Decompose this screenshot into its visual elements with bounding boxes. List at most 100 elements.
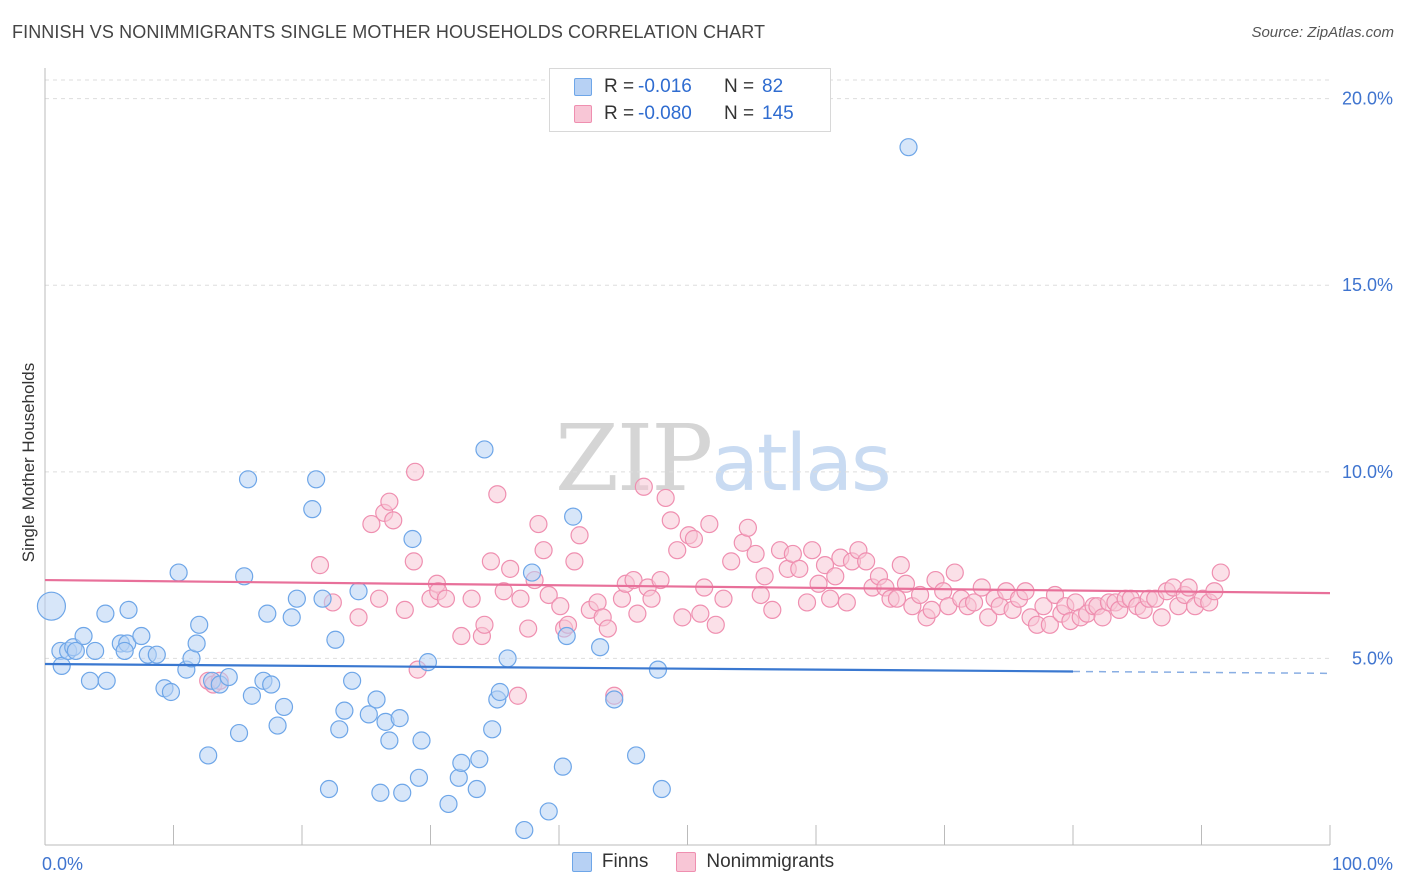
nonimmigrants-point xyxy=(570,526,589,545)
finns-point xyxy=(258,604,277,623)
finns-r-value: -0.016 xyxy=(638,76,692,97)
y-tick-label: 20.0% xyxy=(1342,89,1393,109)
finns-point xyxy=(605,690,624,709)
nonimmigrants-point xyxy=(815,556,835,575)
finns-point xyxy=(349,582,368,601)
finns-trend-extension xyxy=(1072,670,1331,675)
finns-n-value: 82 xyxy=(762,76,784,97)
finns-point xyxy=(187,634,206,653)
nonimmigrants-point xyxy=(565,552,584,571)
finns-legend-swatch xyxy=(571,852,592,872)
nonimmigrants-point xyxy=(755,567,774,586)
nonimmigrants-point xyxy=(684,529,704,549)
nonimmigrants-point xyxy=(700,514,719,534)
nonimmigrants-point xyxy=(751,585,770,605)
nonimmigrants-point xyxy=(534,541,553,560)
nonimmigrants-point xyxy=(628,604,647,623)
finns-trend-line xyxy=(44,662,1074,673)
nonimmigrants-point xyxy=(1016,582,1035,601)
nonimmigrants-point xyxy=(404,552,423,571)
finns-point xyxy=(262,675,281,694)
finns-point xyxy=(652,779,671,799)
finns-point xyxy=(319,779,339,799)
nonimmigrants-point xyxy=(624,570,643,590)
finns-point xyxy=(330,720,349,739)
nonimmigrants-point xyxy=(370,589,389,608)
finns-point xyxy=(282,608,301,627)
nonimmigrants-point xyxy=(891,556,910,575)
x-tick-label: 100.0% xyxy=(1332,854,1393,874)
finns-point xyxy=(80,671,100,690)
finns-point xyxy=(498,649,517,668)
finns-point xyxy=(403,529,422,549)
finns-point xyxy=(303,500,322,519)
chart-title: FINNISH VS NONIMMIGRANTS SINGLE MOTHER H… xyxy=(12,22,766,42)
finns-point xyxy=(190,615,209,634)
finns-point xyxy=(229,723,249,743)
finns-point xyxy=(899,138,918,157)
finns-point xyxy=(66,641,85,661)
finns-point xyxy=(313,589,332,608)
nonimmigrants-point xyxy=(1034,597,1053,616)
finns-point xyxy=(268,716,287,735)
x-tick-label: 0.0% xyxy=(42,854,83,874)
legend-item-nonimmigrants[interactable]: Nonimmigrants xyxy=(676,851,834,873)
nonimmigrants-point xyxy=(642,589,661,608)
nonimmigrants-legend-swatch xyxy=(676,852,697,872)
finns-point xyxy=(591,638,610,657)
finns-point xyxy=(418,653,438,672)
series-legend: Finns Nonimmigrants xyxy=(0,851,1406,873)
nonimmigrants-trend-line xyxy=(44,578,1331,595)
nonimmigrants-point xyxy=(722,552,741,571)
finns-point xyxy=(470,750,489,769)
nonimmigrants-point xyxy=(1211,563,1230,582)
nonimmigrants-n-value: 145 xyxy=(762,103,794,124)
nonimmigrants-point xyxy=(362,514,381,534)
nonimmigrants-point xyxy=(673,608,692,627)
finns-point xyxy=(467,779,486,799)
finns-point xyxy=(412,731,431,750)
nonimmigrants-point xyxy=(668,541,687,560)
nonimmigrants-point xyxy=(598,619,617,638)
nonimmigrants-point xyxy=(452,626,471,646)
nonimmigrants-point xyxy=(714,589,733,608)
legend-item-finns[interactable]: Finns xyxy=(571,851,648,873)
nonimmigrants-point xyxy=(494,582,513,601)
finns-point xyxy=(242,686,261,705)
nonimmigrants-point xyxy=(380,492,399,511)
finns-point xyxy=(326,630,345,649)
finns-point xyxy=(449,768,468,787)
nonimmigrants-point xyxy=(395,600,414,620)
nonimmigrants-point xyxy=(857,552,876,571)
finns-point xyxy=(439,794,458,814)
nonimmigrants-swatch xyxy=(574,105,592,123)
finns-point xyxy=(36,591,67,621)
finns-point xyxy=(371,783,390,802)
finns-point xyxy=(390,709,409,728)
nonimmigrants-point xyxy=(539,585,558,605)
finns-point xyxy=(515,820,534,840)
nonimmigrants-point xyxy=(511,589,530,608)
nonimmigrants-point xyxy=(436,589,456,608)
nonimmigrants-point xyxy=(979,608,998,627)
nonimmigrants-point xyxy=(837,593,856,612)
finns-point xyxy=(553,757,572,776)
finns-point xyxy=(564,507,583,526)
finns-point xyxy=(307,470,326,489)
r-label: R = xyxy=(604,76,635,97)
nonimmigrants-point xyxy=(481,552,500,571)
watermark: ZIPatlas xyxy=(555,405,892,512)
nonimmigrants-point xyxy=(821,589,840,608)
finns-point xyxy=(359,705,378,724)
finns-point xyxy=(648,660,668,679)
y-axis-title: Single Mother Households xyxy=(19,363,38,562)
n-label: N = xyxy=(724,76,755,97)
y-tick-label: 5.0% xyxy=(1352,648,1393,668)
nonimmigrants-point xyxy=(651,570,670,590)
nonimmigrants-point xyxy=(797,593,817,612)
nonimmigrants-point xyxy=(634,477,653,496)
nonimmigrants-point xyxy=(656,488,675,508)
finns-points xyxy=(36,138,918,840)
finns-point xyxy=(475,440,494,459)
nonimmigrants-point xyxy=(945,563,964,582)
